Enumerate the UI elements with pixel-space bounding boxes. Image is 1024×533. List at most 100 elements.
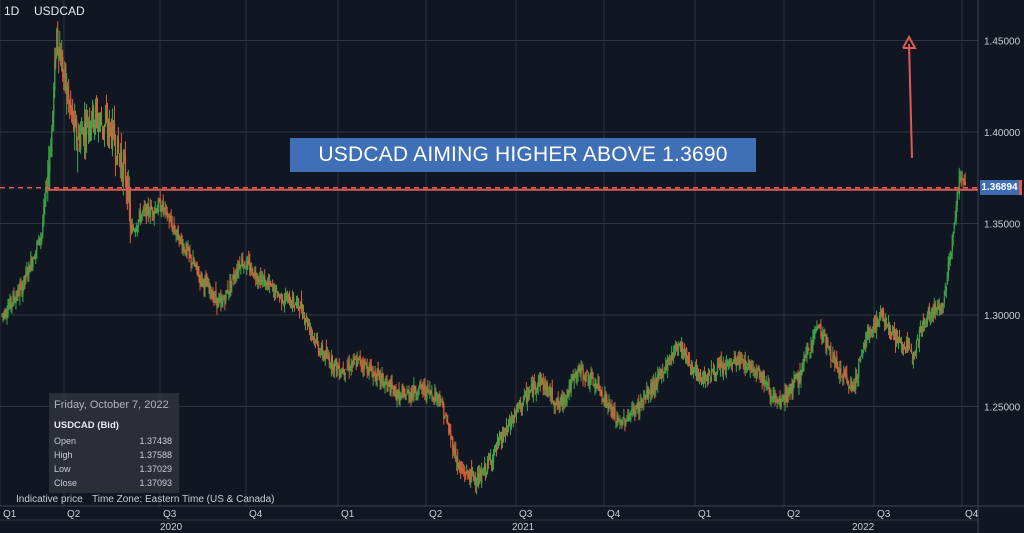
candle-body — [272, 287, 274, 289]
candle-body — [311, 332, 314, 335]
candle-body — [564, 399, 566, 402]
candle-body — [687, 357, 689, 362]
candle-body — [318, 351, 321, 355]
candle-body — [715, 373, 718, 375]
candle-body — [238, 264, 240, 272]
candle-body — [772, 394, 774, 399]
candle-body — [325, 348, 328, 358]
candle-body — [774, 394, 776, 399]
candle-body — [422, 386, 424, 391]
candle-body — [184, 249, 186, 254]
candle-body — [872, 329, 874, 331]
candle-body — [66, 85, 68, 95]
candle-body — [94, 121, 96, 132]
candle-body — [699, 369, 702, 377]
candle-body — [343, 369, 345, 374]
candle-body — [203, 280, 205, 289]
candle-body — [485, 464, 487, 474]
candle-body — [254, 270, 256, 276]
candle-body — [153, 210, 155, 218]
candle-body — [401, 391, 403, 395]
candle-body — [833, 355, 835, 358]
candle-body — [713, 369, 716, 378]
candle-body — [13, 294, 15, 300]
candle-body — [415, 393, 417, 395]
candle-body — [565, 399, 567, 402]
candle-body — [252, 269, 254, 277]
candle-body — [371, 373, 373, 378]
x-year-label: 2022 — [852, 522, 875, 533]
candle-body — [359, 356, 361, 363]
candle-body — [352, 359, 354, 363]
candle-body — [370, 364, 372, 372]
candle-body — [855, 375, 857, 390]
candle-body — [460, 468, 462, 471]
candle-body — [787, 391, 789, 403]
candle-body — [533, 380, 536, 384]
candle-body — [596, 386, 598, 388]
candle-body — [266, 282, 268, 288]
candle-body — [247, 260, 249, 263]
candle-body — [107, 126, 110, 132]
candle-body — [376, 370, 378, 381]
candle-body — [631, 408, 633, 412]
candle-body — [719, 363, 722, 370]
candle-body — [623, 417, 625, 420]
candle-body — [275, 286, 277, 298]
candle-body — [155, 209, 157, 213]
candle-body — [467, 470, 469, 474]
candle-body — [668, 357, 670, 359]
candle-body — [720, 360, 723, 366]
candle-body — [698, 372, 701, 384]
candle-body — [535, 388, 538, 393]
candle-body — [847, 380, 849, 384]
candle-body — [36, 243, 38, 251]
candle-body — [700, 378, 703, 381]
candle-body — [563, 397, 565, 403]
candle-body — [943, 298, 945, 304]
candle-body — [349, 369, 351, 371]
candle-body — [35, 250, 37, 258]
candle-body — [109, 123, 112, 128]
candle-body — [832, 355, 834, 359]
candle-body — [116, 135, 119, 165]
candle-body — [709, 377, 712, 379]
symbol-label[interactable]: USDCAD — [34, 4, 85, 18]
candle-body — [643, 397, 645, 405]
candle-body — [790, 385, 792, 394]
candle-body — [739, 356, 741, 361]
candle-body — [218, 299, 220, 301]
candle-body — [883, 311, 885, 320]
candle-body — [753, 369, 755, 372]
candle-body — [786, 393, 788, 400]
candle-body — [133, 230, 136, 232]
candle-body — [433, 398, 435, 400]
candle-body — [137, 219, 140, 228]
candle-body — [885, 321, 887, 323]
candle-body — [759, 373, 761, 375]
candle-body — [38, 236, 40, 245]
candle-body — [531, 383, 534, 396]
candle-body — [701, 379, 704, 382]
candle-body — [723, 364, 726, 367]
candle-body — [188, 247, 190, 255]
candle-body — [346, 366, 348, 368]
candle-body — [198, 274, 200, 276]
candle-body — [638, 401, 640, 412]
candle-body — [461, 467, 463, 470]
candle-body — [487, 459, 489, 472]
candle-body — [74, 118, 76, 132]
candle-body — [828, 346, 830, 348]
candle-body — [341, 369, 343, 374]
candle-body — [746, 366, 748, 371]
candle-body — [756, 370, 758, 376]
candle-body — [161, 201, 163, 211]
interval-label[interactable]: 1D — [4, 4, 20, 18]
candle-body — [620, 420, 622, 425]
info-label: Open — [54, 436, 77, 446]
candle-body — [721, 365, 724, 374]
candle-body — [952, 231, 954, 237]
info-row-open: Open 1.37438 — [54, 436, 172, 449]
candle-body — [114, 149, 117, 159]
